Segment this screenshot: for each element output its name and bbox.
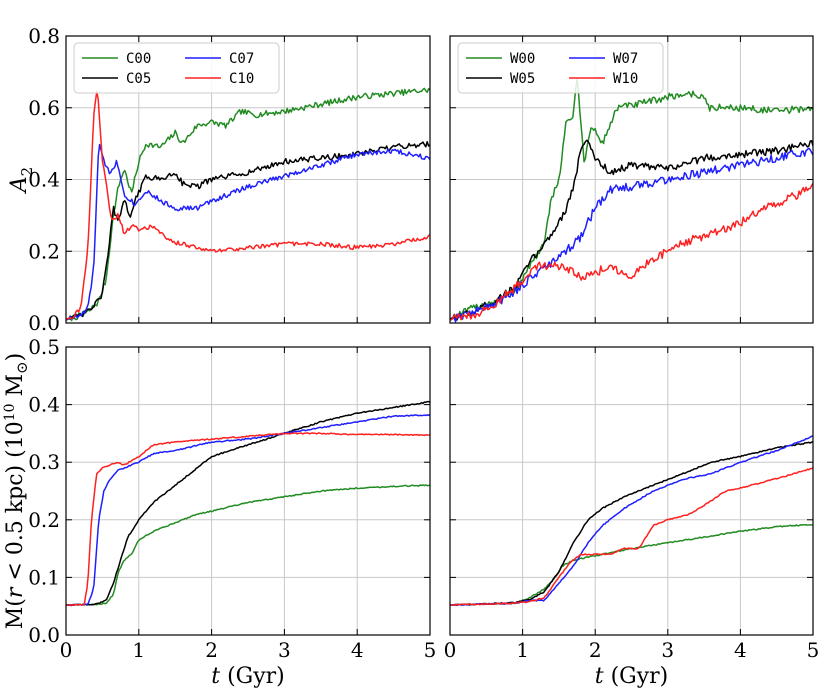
series-line-W00 [450, 78, 813, 321]
ticks [449, 35, 814, 324]
y-tick-label: 0.0 [28, 311, 60, 335]
legend-entry-W00: W00 [510, 51, 535, 67]
legend-entry-C10: C10 [229, 71, 254, 87]
y-tick-label: 0.8 [28, 24, 60, 48]
series-group [66, 400, 430, 607]
x-tick-label: 2 [589, 638, 602, 662]
series-line-W10 [450, 183, 813, 321]
x-tick-label: 4 [351, 638, 364, 662]
series-line-C05 [66, 140, 430, 321]
y-tick-label: 0.0 [28, 623, 60, 647]
y-tick-label: 0.5 [28, 335, 60, 359]
legend: W00 W05 W07 W10 [457, 42, 664, 94]
x-tick-label: 1 [516, 638, 529, 662]
series-group [450, 435, 813, 607]
series-line-W00 [450, 523, 813, 606]
series-line-C00 [66, 87, 430, 322]
ticks [65, 35, 431, 324]
series-group [450, 78, 813, 323]
legend-entry-C00: C00 [126, 51, 151, 67]
x-tick-label: 3 [278, 638, 291, 662]
x-tick-label: 2 [205, 638, 218, 662]
series-line-C10 [66, 432, 430, 607]
ticks [449, 346, 814, 636]
legend-entry-W05: W05 [510, 71, 535, 87]
axes-frame [65, 346, 431, 636]
y-tick-label: 0.4 [28, 393, 60, 417]
gridlines [66, 347, 430, 635]
series-group [66, 87, 430, 322]
x-tick-label: 0 [60, 638, 73, 662]
series-line-W07 [450, 147, 813, 323]
y-axis-label: M(r < 0.5 kpc) (1010 M⊙) [2, 353, 31, 629]
series-line-C10 [66, 90, 430, 321]
panel-top-right: W00 W05 W07 W10 [449, 35, 814, 324]
series-line-C07 [66, 413, 430, 607]
x-axis-label: t (Gyr) [595, 664, 669, 689]
axes-frame [449, 346, 814, 636]
series-line-C07 [66, 143, 430, 321]
legend: C00 C05 C07 C10 [73, 42, 280, 94]
y-axis-label: A2 [7, 167, 36, 194]
legend-entry-C05: C05 [126, 71, 151, 87]
y-tick-label: 0.3 [28, 450, 60, 474]
gridlines [450, 36, 813, 323]
legend-box [457, 42, 664, 94]
series-line-C00 [66, 484, 430, 607]
x-axis-label: t (Gyr) [211, 664, 285, 689]
x-tick-label: 0 [444, 638, 457, 662]
legend-entry-W10: W10 [613, 71, 638, 87]
ticks [65, 346, 431, 636]
x-tick-label: 1 [132, 638, 145, 662]
y-tick-label: 0.2 [28, 508, 60, 532]
panel-top-left: 0.0 0.2 0.4 0.6 0.8 A2 C00 C05 C07 C10 [7, 24, 431, 335]
panel-bottom-right: 0 1 2 3 4 5 t (Gyr) [444, 346, 820, 689]
x-tick-label: 3 [661, 638, 674, 662]
series-line-W07 [450, 435, 813, 606]
series-line-W10 [450, 467, 813, 607]
gridlines [450, 347, 813, 635]
y-tick-label: 0.6 [28, 96, 60, 120]
x-tick-label: 5 [807, 638, 820, 662]
x-tick-label: 5 [424, 638, 437, 662]
y-tick-label: 0.4 [28, 168, 60, 192]
series-line-C05 [66, 400, 430, 607]
y-tick-label: 0.2 [28, 239, 60, 263]
panel-bottom-left: 0.0 0.1 0.2 0.3 0.4 0.5 0 1 2 3 4 5 t (Gyr) M(r < 0.5… [2, 335, 436, 689]
series-line-W05 [450, 139, 813, 321]
legend-entry-W07: W07 [613, 51, 638, 67]
y-tick-label: 0.1 [28, 565, 60, 589]
legend-entry-C07: C07 [229, 51, 254, 67]
x-tick-label: 4 [734, 638, 747, 662]
series-line-W05 [450, 440, 813, 607]
legend-box [73, 42, 280, 94]
